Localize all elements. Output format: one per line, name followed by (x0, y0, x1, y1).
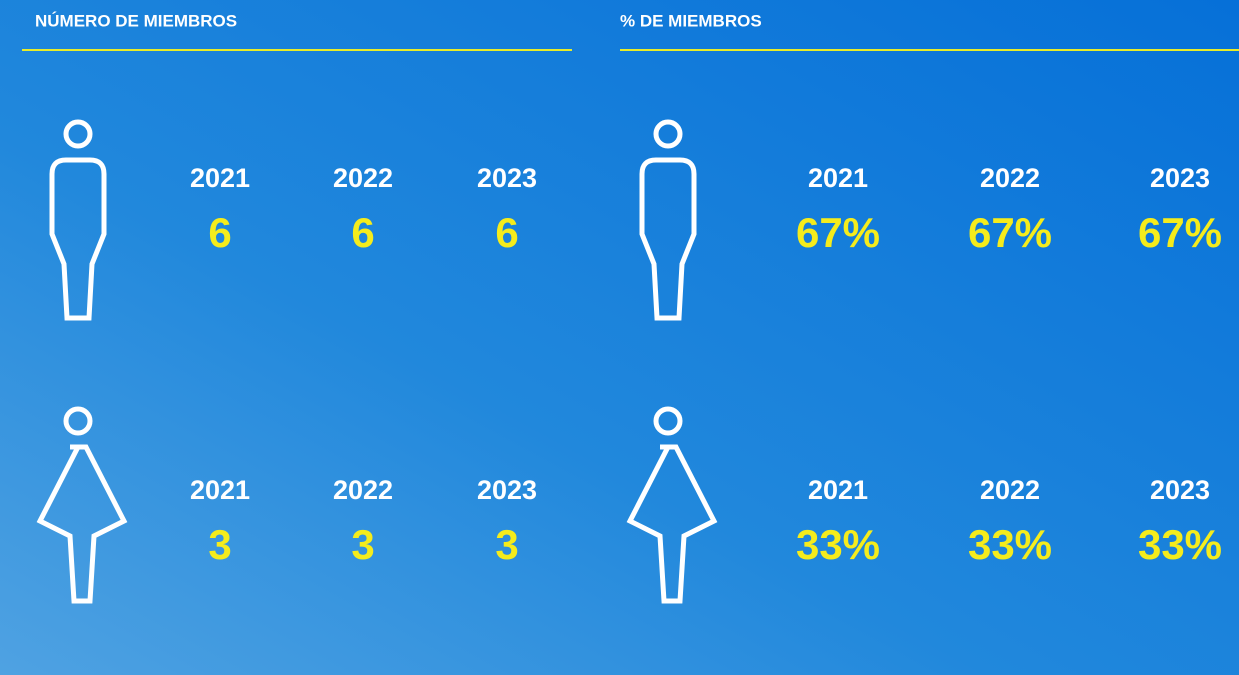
person-head (63, 119, 93, 149)
member-value: 3 (495, 521, 518, 568)
person-head (653, 119, 683, 149)
person-head (653, 406, 683, 436)
year-label: 2023 (477, 163, 537, 193)
member-value: 67% (1138, 209, 1222, 256)
year-label: 2022 (333, 163, 393, 193)
year-label: 2023 (1150, 163, 1210, 193)
member-value: 3 (351, 521, 374, 568)
panel-title: % DE MIEMBROS (620, 11, 762, 30)
member-value: 67% (796, 209, 880, 256)
year-label: 2022 (333, 475, 393, 505)
member-value: 3 (208, 521, 231, 568)
female-icon (626, 444, 718, 604)
member-value: 33% (968, 521, 1052, 568)
year-label: 2021 (190, 163, 250, 193)
female-icon (36, 444, 128, 604)
year-label: 2022 (980, 475, 1040, 505)
year-label: 2022 (980, 163, 1040, 193)
year-label: 2023 (477, 475, 537, 505)
panel-title: NÚMERO DE MIEMBROS (35, 11, 237, 30)
year-label: 2021 (190, 475, 250, 505)
member-value: 6 (208, 209, 231, 256)
male-icon (639, 157, 697, 321)
member-value: 6 (495, 209, 518, 256)
year-label: 2021 (808, 475, 868, 505)
person-head (63, 406, 93, 436)
member-value: 33% (1138, 521, 1222, 568)
year-label: 2023 (1150, 475, 1210, 505)
member-value: 67% (968, 209, 1052, 256)
member-value: 6 (351, 209, 374, 256)
male-icon (49, 157, 107, 321)
year-label: 2021 (808, 163, 868, 193)
member-value: 33% (796, 521, 880, 568)
